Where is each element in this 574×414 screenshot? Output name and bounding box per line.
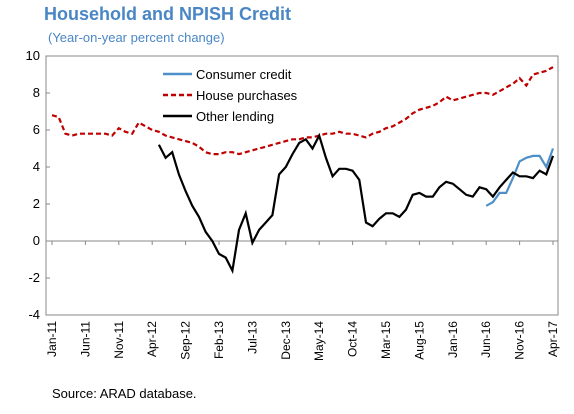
x-tick-label: Nov-16 bbox=[513, 321, 527, 360]
legend-label: Other lending bbox=[196, 109, 274, 124]
y-tick-label: 2 bbox=[33, 196, 40, 211]
x-tick-label: Nov-11 bbox=[112, 321, 126, 359]
y-tick-label: 6 bbox=[33, 122, 40, 137]
x-tick-label: Apr-17 bbox=[546, 321, 560, 357]
x-tick-label: Mar-15 bbox=[379, 321, 393, 359]
y-tick-label: 4 bbox=[33, 159, 40, 174]
source-note: Source: ARAD database. bbox=[52, 386, 197, 401]
y-tick-label: -4 bbox=[28, 307, 40, 322]
legend-label: Consumer credit bbox=[196, 67, 292, 82]
x-tick-label: Oct-14 bbox=[346, 321, 360, 357]
series-line bbox=[485, 148, 555, 207]
plot-frame bbox=[45, 55, 559, 316]
legend-label: House purchases bbox=[196, 88, 298, 103]
series-line bbox=[51, 66, 554, 156]
x-tick-label: Jun-11 bbox=[78, 321, 92, 357]
x-tick-label: Apr-12 bbox=[145, 321, 159, 357]
x-tick-label: Feb-13 bbox=[212, 321, 226, 359]
series-line bbox=[157, 132, 555, 275]
x-tick-label: Aug-15 bbox=[412, 321, 426, 360]
x-tick-label: Jul-13 bbox=[245, 321, 259, 354]
y-tick-label: 10 bbox=[26, 48, 40, 63]
y-tick-label: 0 bbox=[33, 233, 40, 248]
x-tick-label: Jun-16 bbox=[479, 321, 493, 358]
x-tick-label: Dec-13 bbox=[279, 321, 293, 360]
x-tick-label: Jan-16 bbox=[446, 321, 460, 358]
x-tick-label: May-14 bbox=[312, 321, 326, 361]
x-tick-label: Jan-11 bbox=[45, 321, 59, 357]
x-tick-label: Sep-12 bbox=[179, 321, 193, 360]
chart-title: Household and NPISH Credit bbox=[44, 4, 291, 24]
y-tick-label: 8 bbox=[33, 85, 40, 100]
chart-subtitle: (Year-on-year percent change) bbox=[48, 30, 225, 45]
y-tick-label: -2 bbox=[28, 270, 40, 285]
